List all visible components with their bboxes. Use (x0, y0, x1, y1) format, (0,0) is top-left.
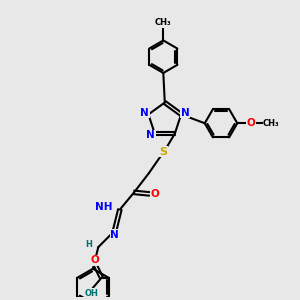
Text: N: N (140, 108, 149, 118)
Text: CH₃: CH₃ (263, 119, 280, 128)
Text: NH: NH (95, 202, 112, 212)
Text: O: O (247, 118, 256, 128)
Text: O: O (91, 255, 99, 265)
Text: N: N (146, 130, 155, 140)
Text: CH₃: CH₃ (155, 18, 172, 27)
Text: H: H (85, 240, 92, 249)
Text: OH: OH (85, 289, 99, 298)
Text: N: N (181, 108, 189, 118)
Text: S: S (160, 147, 168, 157)
Text: O: O (150, 189, 159, 199)
Text: N: N (110, 230, 119, 240)
